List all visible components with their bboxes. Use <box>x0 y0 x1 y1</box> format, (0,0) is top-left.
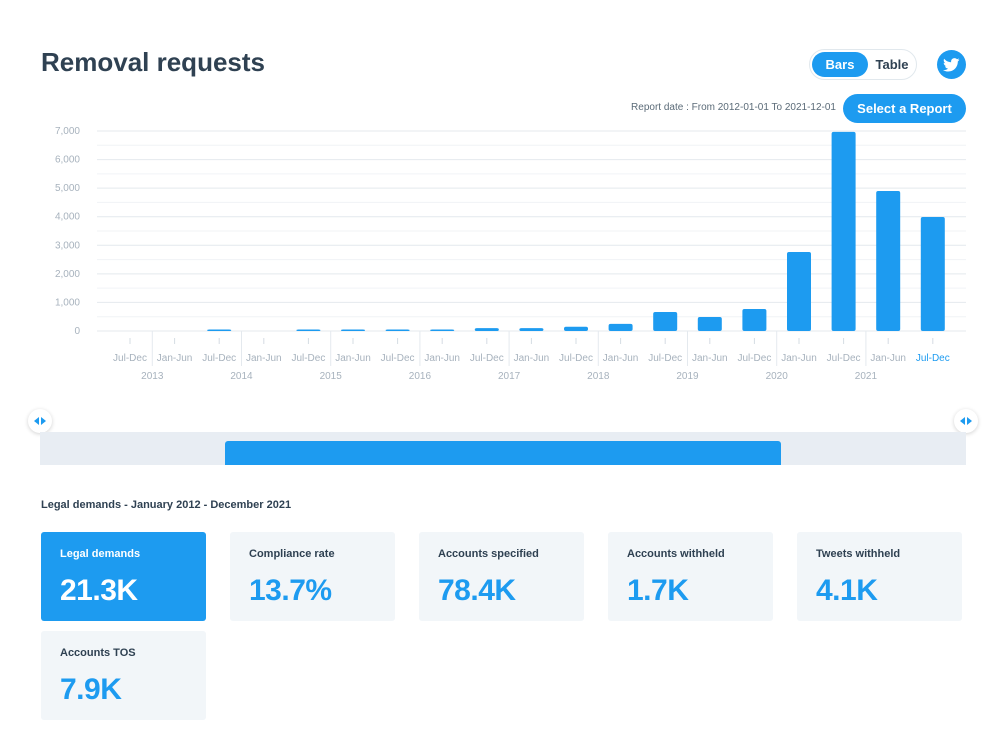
stat-card[interactable]: Compliance rate 13.7% <box>230 532 395 621</box>
y-tick-label: 1,000 <box>55 297 80 308</box>
y-tick-label: 7,000 <box>55 126 80 137</box>
y-tick-label: 5,000 <box>55 183 80 194</box>
bar[interactable] <box>787 252 811 331</box>
x-tick-label[interactable]: Jan-Jun <box>157 353 193 364</box>
bar[interactable] <box>564 326 588 331</box>
range-slider-selection[interactable] <box>225 441 781 465</box>
summary-title: Legal demands - January 2012 - December … <box>41 499 292 511</box>
range-slider-right-handle[interactable] <box>954 409 978 433</box>
x-tick-label[interactable]: Jul-Dec <box>202 353 236 364</box>
x-tick-label[interactable]: Jan-Jun <box>246 353 282 364</box>
bar[interactable] <box>876 191 901 331</box>
stat-card-label: Accounts specified <box>438 548 539 560</box>
stat-card-value: 13.7% <box>249 574 332 607</box>
year-label: 2018 <box>587 371 610 382</box>
select-report-button[interactable]: Select a Report <box>843 94 966 123</box>
bar[interactable] <box>341 329 365 332</box>
x-tick-label[interactable]: Jul-Dec <box>381 353 415 364</box>
year-label: 2021 <box>855 371 878 382</box>
bar[interactable] <box>653 312 678 331</box>
x-tick-label[interactable]: Jan-Jun <box>692 353 728 364</box>
stat-card-value: 4.1K <box>816 574 878 607</box>
stat-card-label: Legal demands <box>60 548 141 560</box>
stat-card-label: Compliance rate <box>249 548 335 560</box>
bar[interactable] <box>697 317 722 331</box>
stat-card-value: 1.7K <box>627 574 689 607</box>
stat-card-value: 78.4K <box>438 574 516 607</box>
y-tick-label: 2,000 <box>55 269 80 280</box>
stat-card-value: 21.3K <box>60 574 138 607</box>
x-tick-label[interactable]: Jul-Dec <box>916 353 950 364</box>
range-slider-left-handle[interactable] <box>28 409 52 433</box>
stat-card[interactable]: Accounts TOS 7.9K <box>41 631 206 720</box>
bar[interactable] <box>920 217 945 331</box>
stat-card-label: Accounts withheld <box>627 548 725 560</box>
bar[interactable] <box>207 329 232 332</box>
bar[interactable] <box>831 131 856 331</box>
bar-chart: 0 1,000 2,000 3,000 4,000 5,000 6,000 7,000 Jul-… <box>55 126 966 382</box>
table-view-button[interactable]: Table <box>875 57 909 72</box>
x-tick-label[interactable]: Jul-Dec <box>291 353 325 364</box>
x-tick-label[interactable]: Jan-Jun <box>603 353 639 364</box>
bar[interactable] <box>519 328 544 331</box>
page-title: Removal requests <box>41 47 265 77</box>
year-label: 2013 <box>141 371 164 382</box>
bar[interactable] <box>430 329 455 332</box>
x-tick-label[interactable]: Jan-Jun <box>781 353 817 364</box>
stat-card-label: Accounts TOS <box>60 647 136 659</box>
x-tick-label[interactable]: Jul-Dec <box>737 353 771 364</box>
x-tick-label[interactable]: Jan-Jun <box>870 353 906 364</box>
stat-card-value: 7.9K <box>60 673 122 706</box>
x-tick-label[interactable]: Jul-Dec <box>470 353 504 364</box>
bar[interactable] <box>296 329 321 332</box>
x-tick-label[interactable]: Jan-Jun <box>424 353 460 364</box>
x-tick-label[interactable]: Jul-Dec <box>113 353 147 364</box>
year-label: 2016 <box>409 371 432 382</box>
x-tick-label[interactable]: Jul-Dec <box>559 353 593 364</box>
x-tick-label[interactable]: Jul-Dec <box>827 353 861 364</box>
stat-card[interactable]: Legal demands 21.3K <box>41 532 206 621</box>
stat-card[interactable]: Accounts specified 78.4K <box>419 532 584 621</box>
x-tick-label[interactable]: Jan-Jun <box>514 353 550 364</box>
y-tick-label: 6,000 <box>55 155 80 166</box>
year-label: 2020 <box>766 371 789 382</box>
y-tick-label: 3,000 <box>55 240 80 251</box>
stat-card-label: Tweets withheld <box>816 548 901 560</box>
view-toggle[interactable]: Bars Table <box>809 49 917 80</box>
year-label: 2015 <box>320 371 343 382</box>
stat-card[interactable]: Accounts withheld 1.7K <box>608 532 773 621</box>
bar[interactable] <box>474 328 499 331</box>
year-label: 2014 <box>230 371 253 382</box>
arrows-left-right-icon <box>960 417 972 425</box>
twitter-share-button[interactable] <box>937 50 966 79</box>
report-date-text: Report date : From 2012-01-01 To 2021-12… <box>631 102 836 113</box>
year-label: 2017 <box>498 371 521 382</box>
bar[interactable] <box>608 323 633 331</box>
y-tick-label: 4,000 <box>55 212 80 223</box>
year-label: 2019 <box>676 371 699 382</box>
stat-card[interactable]: Tweets withheld 4.1K <box>797 532 962 621</box>
y-tick-label: 0 <box>74 326 80 337</box>
x-tick-label[interactable]: Jul-Dec <box>648 353 682 364</box>
arrows-left-right-icon <box>34 417 46 425</box>
bars-view-button[interactable]: Bars <box>812 52 868 77</box>
bar[interactable] <box>385 329 410 332</box>
twitter-bird-icon <box>943 57 960 72</box>
bar[interactable] <box>742 309 767 331</box>
x-tick-label[interactable]: Jan-Jun <box>335 353 371 364</box>
